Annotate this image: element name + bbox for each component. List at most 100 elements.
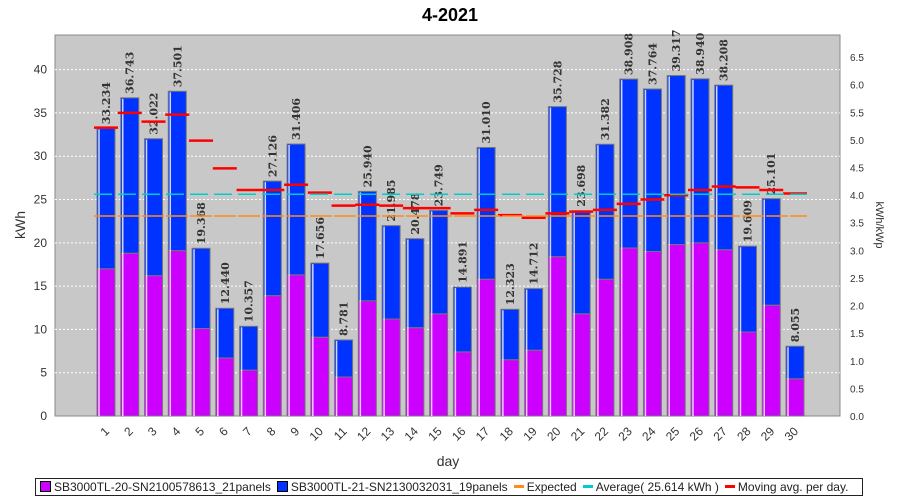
- legend-series-2: SB3000TL-21-SN2130032031_19panels: [276, 480, 508, 494]
- bar-series-2: [310, 262, 330, 338]
- y2-tick-label: 2.0: [850, 302, 864, 313]
- data-label: 17.656: [314, 217, 327, 259]
- y2-tick-label: 6.0: [850, 81, 864, 92]
- bar-series-2: [785, 345, 805, 380]
- bar-series-2: [452, 286, 472, 353]
- data-label: 36.743: [124, 52, 137, 94]
- y2-tick-label: 5.0: [850, 136, 864, 147]
- data-label: 23.698: [575, 164, 588, 206]
- bar-series-2: [191, 247, 211, 330]
- x-tick-label: 26: [687, 424, 707, 444]
- bar-series-2: [619, 78, 639, 249]
- bar-series-2: [547, 106, 567, 258]
- data-label: 31.382: [599, 98, 612, 140]
- data-label: 38.208: [718, 39, 731, 81]
- legend: SB3000TL-20-SN2100578613_21panels SB3000…: [35, 478, 863, 496]
- y-tick-label: 0: [40, 409, 47, 423]
- x-tick-label: 11: [331, 424, 350, 443]
- y2-tick-label: 0.0: [850, 412, 864, 423]
- y2-tick-label: 2.5: [850, 274, 864, 285]
- bar-series-2: [405, 238, 425, 329]
- x-tick-label: 6: [216, 424, 231, 439]
- data-label: 31.406: [290, 98, 303, 140]
- data-label: 31.010: [480, 101, 493, 143]
- bar-series-2: [500, 308, 520, 361]
- bar-series-2: [524, 288, 544, 351]
- y-axis-label: kWh: [12, 211, 28, 239]
- data-label: 19.609: [741, 200, 754, 242]
- data-label: 25.940: [361, 145, 374, 187]
- data-label: 39.317: [670, 29, 683, 71]
- y2-tick-label: 1.0: [850, 357, 864, 368]
- y2-tick-label: 5.5: [850, 108, 864, 119]
- y2-tick-label: 6.5: [850, 53, 864, 64]
- x-tick-label: 5: [193, 424, 208, 439]
- bar-series-2: [476, 146, 496, 280]
- bar-series-2: [690, 78, 710, 244]
- data-label: 19.368: [195, 202, 208, 244]
- x-tick-label: 22: [592, 424, 612, 444]
- x-tick-label: 7: [240, 424, 255, 439]
- data-label: 8.781: [338, 302, 351, 336]
- y2-tick-label: 3.0: [850, 246, 864, 257]
- data-label: 33.234: [100, 82, 113, 124]
- x-tick-label: 17: [473, 424, 493, 444]
- chart-title: 4-2021: [422, 5, 478, 25]
- data-label: 32.022: [148, 93, 161, 135]
- data-label: 10.357: [243, 280, 256, 322]
- x-tick-label: 14: [402, 424, 422, 444]
- legend-average: Average( 25.614 kWh ): [582, 480, 719, 494]
- bar-series-2: [737, 245, 757, 333]
- y-tick-label: 15: [34, 279, 48, 293]
- y-tick-label: 5: [40, 366, 47, 380]
- bar-series-2: [286, 143, 306, 276]
- x-tick-label: 23: [615, 424, 635, 444]
- x-tick-label: 3: [145, 424, 160, 439]
- bar-series-2: [666, 75, 686, 246]
- x-tick-label: 9: [288, 424, 303, 439]
- y-tick-label: 25: [34, 193, 48, 207]
- data-label: 14.891: [456, 241, 469, 283]
- bar-series-2: [714, 84, 734, 251]
- x-tick-label: 30: [782, 424, 802, 444]
- data-label: 12.323: [504, 263, 517, 305]
- bar-series-2: [357, 190, 377, 302]
- x-tick-label: 10: [307, 424, 327, 444]
- x-tick-label: 21: [568, 424, 588, 444]
- x-tick-label: 13: [378, 424, 398, 444]
- x-tick-label: 4: [169, 424, 184, 439]
- data-label: 23.749: [433, 164, 446, 206]
- data-label: 8.055: [789, 308, 802, 342]
- x-tick-label: 28: [734, 424, 754, 444]
- data-label: 27.126: [266, 135, 279, 177]
- y2-tick-label: 3.5: [850, 219, 864, 230]
- y2-axis-label: kWh/kWp: [873, 201, 885, 248]
- bar-series-2: [167, 90, 187, 252]
- y2-tick-label: 4.0: [850, 191, 864, 202]
- x-tick-label: 2: [121, 424, 136, 439]
- y-tick-label: 10: [34, 322, 48, 336]
- bar-series-2: [761, 198, 781, 306]
- chart: 4-2021 05101520253035400.00.51.01.52.02.…: [12, 5, 885, 469]
- x-tick-label: 8: [264, 424, 279, 439]
- data-label: 21.985: [385, 180, 398, 222]
- x-tick-label: 12: [354, 424, 374, 444]
- y2-tick-label: 0.5: [850, 384, 864, 395]
- bar-series-2: [120, 97, 140, 254]
- data-label: 14.712: [528, 242, 541, 284]
- x-tick-label: 19: [520, 424, 540, 444]
- bar-series-2: [215, 307, 235, 359]
- data-label: 35.728: [551, 60, 564, 102]
- x-tick-label: 24: [639, 424, 659, 444]
- data-label: 38.940: [694, 32, 707, 74]
- bar-series-2: [381, 225, 401, 320]
- x-tick-label: 27: [710, 424, 730, 444]
- data-label: 37.501: [171, 45, 184, 87]
- legend-expected: Expected: [513, 480, 577, 494]
- x-axis-label: day: [437, 453, 460, 469]
- bar-series-2: [429, 209, 449, 315]
- y2-tick-label: 1.5: [850, 329, 864, 340]
- y2-tick-label: 4.5: [850, 164, 864, 175]
- x-tick-label: 1: [97, 424, 112, 439]
- bar-series-2: [595, 143, 615, 280]
